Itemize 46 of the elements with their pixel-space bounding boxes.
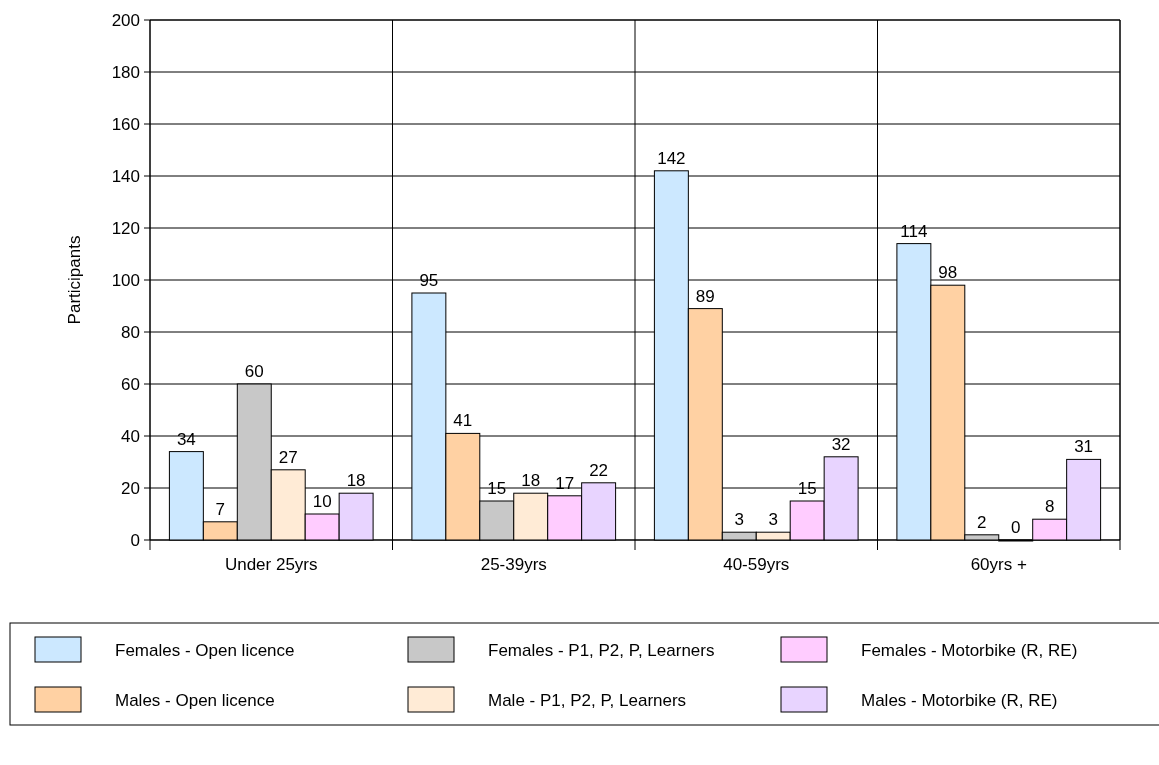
- y-tick-label: 20: [121, 478, 140, 498]
- y-tick-label: 100: [111, 270, 140, 290]
- data-label: 95: [419, 271, 439, 290]
- legend-label: Females - P1, P2, P, Learners: [488, 640, 715, 660]
- data-label: 7: [215, 499, 226, 519]
- data-label: 10: [312, 492, 332, 511]
- x-tick-label: 60yrs +: [970, 555, 1027, 574]
- x-tick-label: 40-59yrs: [723, 555, 790, 574]
- x-tick-label: Under 25yrs: [224, 555, 318, 574]
- data-label: 60: [244, 362, 264, 381]
- data-label: 142: [657, 148, 686, 168]
- legend-label: Females - Motorbike (R, RE): [861, 640, 1078, 660]
- legend-label: Males - Open licence: [115, 690, 275, 710]
- data-label: 98: [938, 263, 958, 283]
- y-tick-label: 140: [111, 166, 140, 186]
- data-label: 17: [555, 473, 575, 493]
- y-tick-label: 40: [121, 426, 140, 446]
- y-tick-label: 60: [121, 374, 140, 394]
- y-tick-label: 160: [111, 114, 140, 134]
- legend-label: Females - Open licence: [115, 640, 295, 660]
- data-label: 31: [1074, 437, 1094, 457]
- y-tick-label: 0: [130, 530, 140, 550]
- data-label: 89: [695, 286, 715, 306]
- y-tick-label: 80: [121, 322, 140, 342]
- data-label: 27: [278, 447, 298, 467]
- data-label: 3: [768, 510, 778, 530]
- data-label: 22: [589, 460, 609, 480]
- data-label: 15: [797, 479, 817, 498]
- data-label: 114: [900, 221, 928, 241]
- y-tick-label: 180: [111, 62, 140, 82]
- data-label: 2: [977, 512, 987, 532]
- data-label: 18: [346, 471, 366, 491]
- data-label: 34: [176, 429, 196, 449]
- data-label: 32: [831, 434, 851, 454]
- data-label: 41: [453, 411, 473, 431]
- y-tick-label: 120: [111, 218, 140, 238]
- x-tick-label: 25-39yrs: [480, 555, 547, 574]
- data-label: 3: [734, 510, 745, 530]
- y-axis-title: Participants: [65, 235, 84, 325]
- legend-label: Males - Motorbike (R, RE): [861, 690, 1058, 710]
- data-label: 15: [487, 479, 507, 498]
- data-label: 18: [521, 471, 541, 491]
- y-tick-label: 200: [111, 10, 140, 30]
- data-label: 0: [1010, 518, 1021, 537]
- legend-label: Male - P1, P2, P, Learners: [488, 690, 687, 710]
- data-label: 8: [1044, 497, 1055, 517]
